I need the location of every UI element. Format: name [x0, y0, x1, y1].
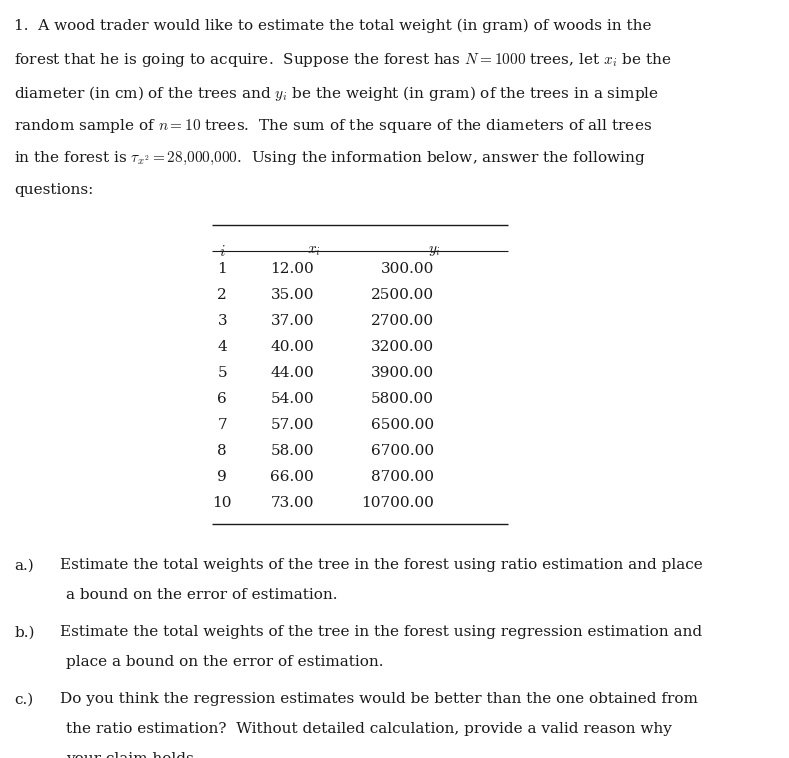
Text: 3900.00: 3900.00 — [371, 366, 434, 381]
Text: a bound on the error of estimation.: a bound on the error of estimation. — [65, 588, 337, 602]
Text: forest that he is going to acquire.  Suppose the forest has $N = 1000$ trees, le: forest that he is going to acquire. Supp… — [14, 52, 671, 70]
Text: 12.00: 12.00 — [271, 262, 314, 276]
Text: 58.00: 58.00 — [271, 444, 314, 459]
Text: 35.00: 35.00 — [271, 288, 314, 302]
Text: Estimate the total weights of the tree in the forest using regression estimation: Estimate the total weights of the tree i… — [60, 625, 702, 639]
Text: 2500.00: 2500.00 — [371, 288, 434, 302]
Text: 10: 10 — [212, 496, 232, 510]
Text: questions:: questions: — [14, 183, 93, 197]
Text: 40.00: 40.00 — [271, 340, 314, 354]
Text: 10700.00: 10700.00 — [361, 496, 434, 510]
Text: b.): b.) — [14, 625, 35, 639]
Text: 2700.00: 2700.00 — [371, 314, 434, 328]
Text: $i$: $i$ — [219, 243, 226, 258]
Text: 3: 3 — [218, 314, 227, 328]
Text: 9: 9 — [218, 470, 227, 484]
Text: 300.00: 300.00 — [380, 262, 434, 276]
Text: 6: 6 — [218, 392, 227, 406]
Text: a.): a.) — [14, 559, 34, 572]
Text: 57.00: 57.00 — [271, 418, 314, 432]
Text: your claim holds.: your claim holds. — [65, 752, 198, 758]
Text: 73.00: 73.00 — [271, 496, 314, 510]
Text: 1: 1 — [218, 262, 227, 276]
Text: 66.00: 66.00 — [271, 470, 314, 484]
Text: random sample of $n = 10$ trees.  The sum of the square of the diameters of all : random sample of $n = 10$ trees. The sum… — [14, 117, 653, 135]
Text: $y_i$: $y_i$ — [428, 243, 440, 258]
Text: in the forest is $\tau_{x^2} = 28{,}000{,}000$.  Using the information below, an: in the forest is $\tau_{x^2} = 28{,}000{… — [14, 150, 645, 167]
Text: 5: 5 — [218, 366, 227, 381]
Text: place a bound on the error of estimation.: place a bound on the error of estimation… — [65, 655, 383, 669]
Text: 7: 7 — [218, 418, 227, 432]
Text: 37.00: 37.00 — [271, 314, 314, 328]
Text: 3200.00: 3200.00 — [371, 340, 434, 354]
Text: 6700.00: 6700.00 — [371, 444, 434, 459]
Text: Estimate the total weights of the tree in the forest using ratio estimation and : Estimate the total weights of the tree i… — [60, 559, 703, 572]
Text: 8700.00: 8700.00 — [371, 470, 434, 484]
Text: 1.  A wood trader would like to estimate the total weight (in gram) of woods in : 1. A wood trader would like to estimate … — [14, 19, 652, 33]
Text: 44.00: 44.00 — [271, 366, 314, 381]
Text: 8: 8 — [218, 444, 227, 459]
Text: 6500.00: 6500.00 — [371, 418, 434, 432]
Text: 54.00: 54.00 — [271, 392, 314, 406]
Text: c.): c.) — [14, 692, 33, 706]
Text: 4: 4 — [218, 340, 227, 354]
Text: the ratio estimation?  Without detailed calculation, provide a valid reason why: the ratio estimation? Without detailed c… — [65, 722, 671, 736]
Text: diameter (in cm) of the trees and $y_i$ be the weight (in gram) of the trees in : diameter (in cm) of the trees and $y_i$ … — [14, 84, 659, 103]
Text: 2: 2 — [218, 288, 227, 302]
Text: $x_i$: $x_i$ — [307, 243, 321, 258]
Text: Do you think the regression estimates would be better than the one obtained from: Do you think the regression estimates wo… — [60, 692, 697, 706]
Text: 5800.00: 5800.00 — [371, 392, 434, 406]
